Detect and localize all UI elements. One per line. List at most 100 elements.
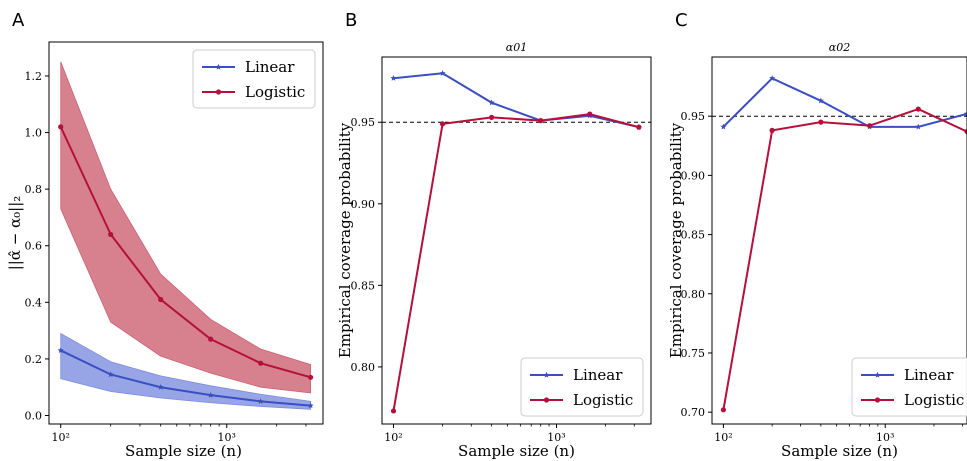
legend-box [192,49,316,109]
panel-letter: A [12,10,25,31]
y-tick-label: 0.4 [25,296,43,309]
y-axis-label: Empirical coverage probability [667,122,685,358]
data-point-logistic [720,407,727,413]
x-axis-label: Sample size (n) [125,442,242,460]
legend: Linear Logistic [851,357,967,417]
x-tick-label: 10³ [876,431,894,444]
data-point-logistic [439,121,446,127]
data-point-logistic [489,114,495,120]
legend: Linear Logistic [520,357,644,417]
y-tick-label: 0.2 [25,353,43,366]
series-line-linear [60,349,311,407]
data-point-linear [488,99,495,106]
legend-label-linear: Linear [573,366,623,384]
axes-frame [711,56,967,425]
plot-area [712,75,967,413]
legend-label-logistic: Logistic [245,83,305,101]
legend-marker-linear [874,371,881,378]
y-tick-label: 0.80 [681,288,706,301]
legend-marker-logistic [215,89,222,95]
y-tick-label: 0.80 [351,361,376,374]
data-point-logistic [538,118,544,124]
data-point-logistic [158,296,164,303]
data-point-logistic [818,119,824,125]
x-axis-label: Sample size (n) [458,442,575,460]
panel-letter: C [675,10,688,31]
data-point-linear [963,110,967,117]
y-tick-label: 0.95 [351,116,376,129]
data-point-logistic [108,231,114,238]
x-tick-label: 10² [384,431,402,444]
data-point-linear [107,371,114,378]
data-point-linear [390,75,397,81]
data-point-logistic [636,124,642,130]
y-tick-label: 1.0 [25,127,43,140]
legend-label-logistic: Logistic [904,391,964,409]
data-point-logistic [208,336,214,342]
data-point-linear [769,75,776,81]
legend-box [851,357,967,417]
panel-letter: B [345,10,357,31]
data-point-linear [307,402,314,409]
data-point-logistic [390,408,397,414]
chart-title: α02 [829,41,850,54]
data-point-linear [207,391,214,398]
data-point-linear [720,123,727,130]
legend-marker-linear [215,63,222,70]
x-axis-label: Sample size (n) [781,442,898,460]
legend-marker-logistic [874,397,881,403]
legend-marker-linear [543,371,550,378]
y-tick-label: 0.8 [25,183,43,196]
x-tick-label: 10² [52,431,70,444]
legend-box [520,357,644,417]
data-point-linear [157,384,164,390]
y-tick-label: 1.2 [25,70,43,83]
legend-label-linear: Linear [245,58,295,76]
axes-frame [48,41,324,425]
data-point-logistic [587,111,593,117]
data-point-linear [439,70,446,76]
y-tick-label: 0.90 [681,169,706,182]
y-tick-label: 0.70 [681,406,706,419]
series-line-logistic [722,108,967,410]
axes-frame [381,56,652,425]
data-point-logistic [915,106,921,112]
x-tick-label: 10³ [547,431,565,444]
x-tick-label: 10³ [218,431,236,444]
y-tick-label: 0.85 [681,229,706,242]
series-line-linear [722,77,967,128]
y-tick-label: 0.75 [681,347,706,360]
data-point-logistic [308,374,314,380]
chart-title: α01 [506,41,527,54]
y-tick-label: 0.0 [25,410,43,423]
data-point-linear [257,398,264,404]
legend: Linear Logistic [192,49,316,109]
plot-area [382,70,651,414]
confidence-band-linear [60,332,312,410]
data-point-logistic [258,360,264,366]
y-tick-label: 0.85 [351,279,376,292]
data-point-linear [915,123,922,130]
legend-label-logistic: Logistic [573,391,633,409]
series-line-logistic [392,113,640,412]
y-axis-label: Empirical coverage probability [336,122,354,358]
y-axis-label: ||α̂ − α₀||₂ [6,196,24,271]
confidence-band-logistic [60,61,312,394]
y-tick-label: 0.95 [681,110,706,123]
plot-area [57,61,314,410]
data-point-linear [817,97,824,104]
data-point-logistic [866,123,873,129]
series-line-linear [393,72,640,129]
series-line-logistic [59,126,311,379]
data-point-logistic [769,127,775,133]
data-point-logistic [964,128,967,135]
data-point-logistic [58,124,64,130]
data-point-linear [57,347,64,354]
legend-marker-logistic [543,397,550,403]
x-tick-label: 10² [714,431,732,444]
y-tick-label: 0.6 [25,240,43,253]
